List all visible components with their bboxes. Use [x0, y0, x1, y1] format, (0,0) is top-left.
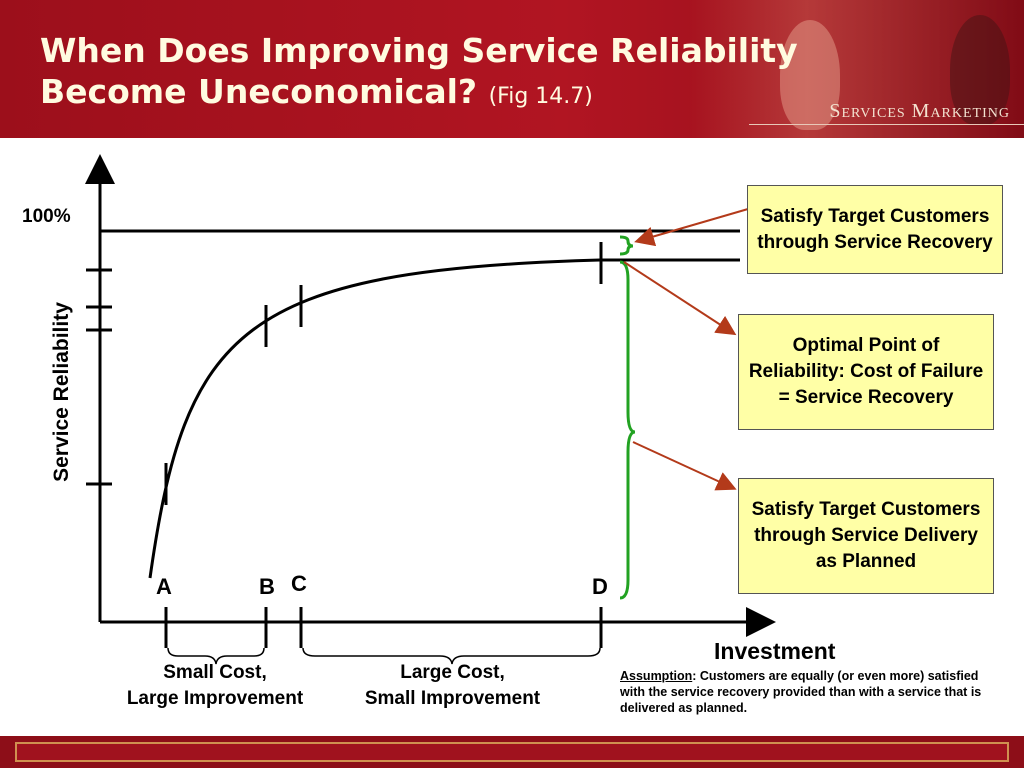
point-b-label: B	[259, 574, 275, 599]
point-a-label: A	[156, 574, 172, 599]
x-axis-label: Investment	[714, 638, 836, 664]
callout-service-delivery: Satisfy Target Customers through Service…	[738, 478, 994, 594]
point-d-label: D	[592, 574, 608, 599]
footer-bar	[15, 742, 1009, 762]
brace-small-cost	[167, 647, 265, 665]
assumption-text: : Customers are equally (or even more) s…	[620, 669, 982, 715]
brace-large-cost	[302, 647, 601, 665]
point-c-label: C	[291, 571, 307, 596]
assumption-label: Assumption	[620, 669, 693, 683]
slide-footer	[0, 736, 1024, 768]
slide-header: When Does Improving Service Reliability …	[0, 0, 1024, 138]
header-rule	[749, 124, 1024, 125]
title-line1: When Does Improving Service Reliability	[40, 31, 798, 70]
title-fig: (Fig 14.7)	[488, 84, 593, 109]
brace-delivery	[619, 260, 636, 600]
arrow-delivery	[632, 441, 737, 491]
brace-small-cost-label: Small Cost, Large Improvement	[126, 662, 304, 709]
person-figure	[780, 20, 840, 130]
slide-title: When Does Improving Service Reliability …	[40, 30, 798, 117]
max-reliability-label: 100%	[22, 206, 71, 227]
arrow-recovery	[634, 208, 749, 247]
header-photo	[690, 0, 1024, 138]
brace-large-cost-label: Large Cost, Small Improvement	[364, 662, 541, 709]
arrow-optimal	[623, 261, 737, 336]
assumption-note: Assumption: Customers are equally (or ev…	[620, 668, 1000, 716]
brand-label: Services Marketing	[829, 100, 1010, 122]
person-figure	[950, 15, 1010, 125]
callout-optimal-point: Optimal Point of Reliability: Cost of Fa…	[738, 314, 994, 430]
brace-recovery	[619, 235, 634, 256]
callout-service-recovery: Satisfy Target Customers through Service…	[747, 185, 1003, 274]
y-axis-label: Service Reliability	[50, 302, 73, 482]
title-line2: Become Uneconomical?	[40, 72, 478, 111]
reliability-curve	[148, 258, 601, 579]
